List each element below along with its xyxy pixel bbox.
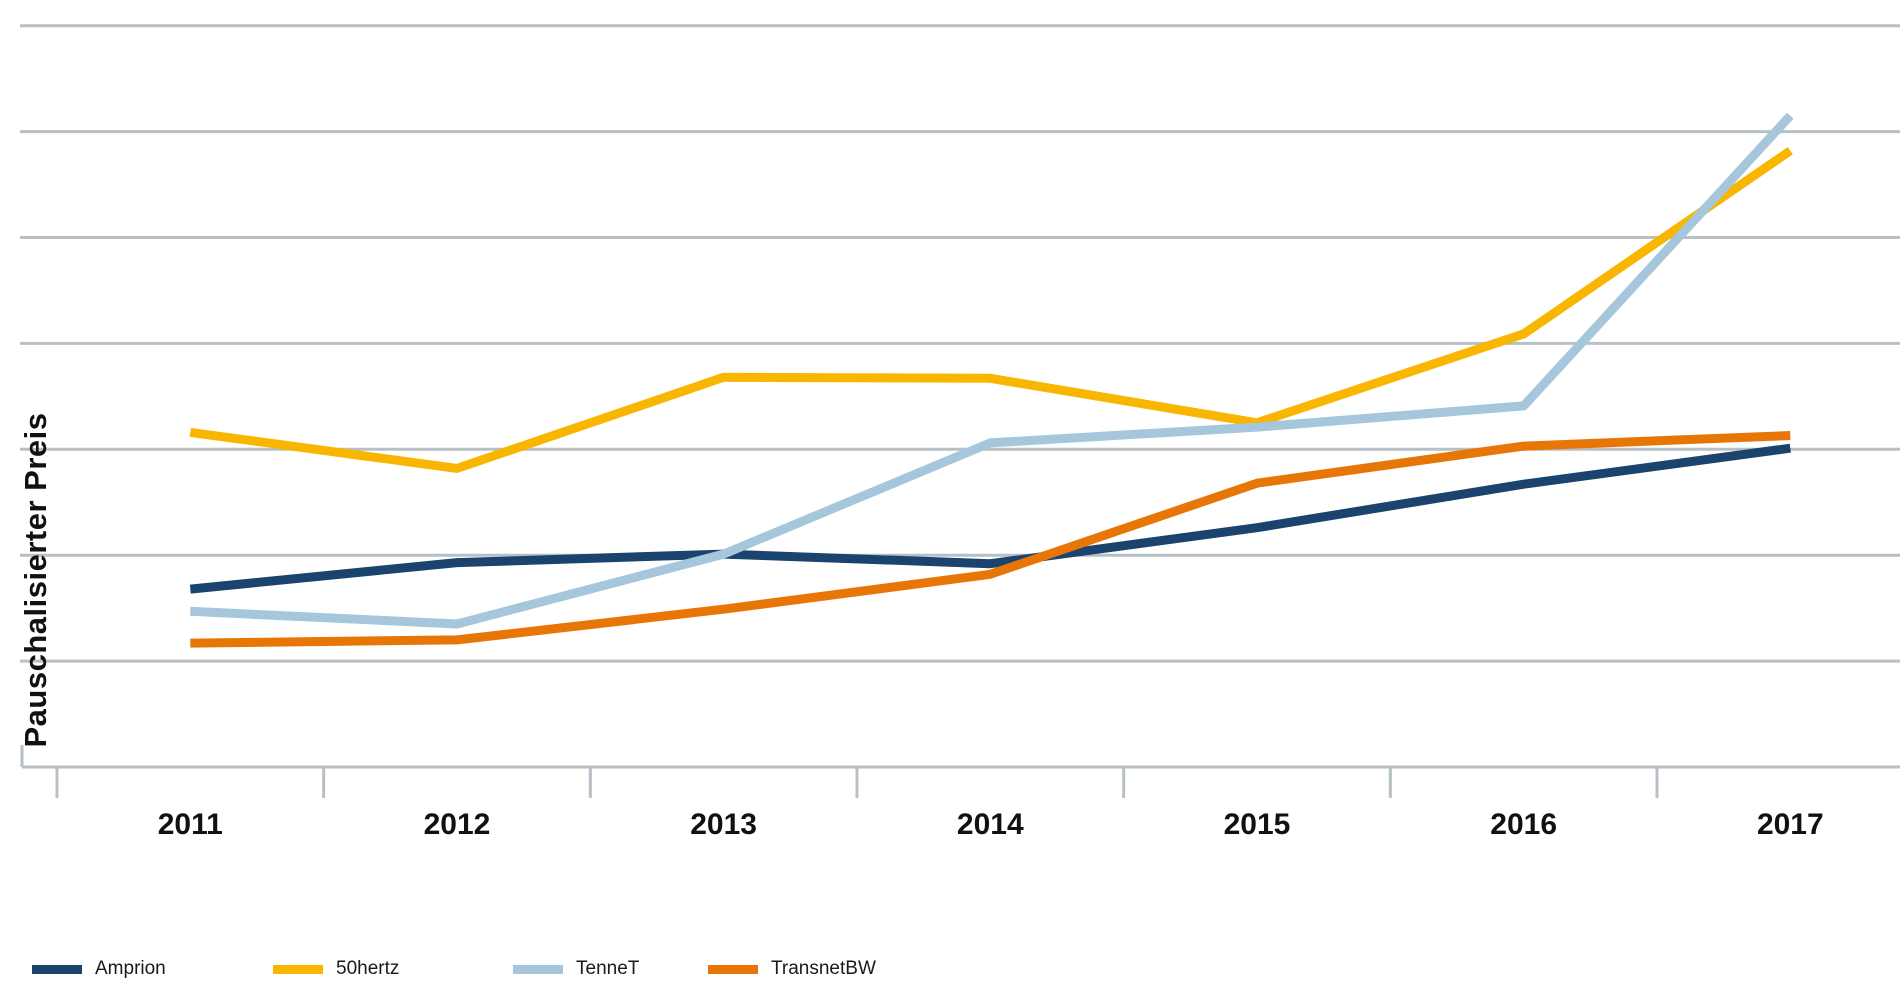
x-tick-label-2014: 2014 xyxy=(957,808,1024,841)
legend-item-50hertz: 50hertz xyxy=(273,954,399,984)
legend-item-tennet: TenneT xyxy=(513,954,639,984)
legend-swatch-50hertz xyxy=(273,964,323,974)
legend: Amprion 50hertz TenneT TransnetBW xyxy=(0,954,1900,984)
legend-label: TenneT xyxy=(576,958,640,979)
x-tick-label-2015: 2015 xyxy=(1224,808,1291,841)
series-line-tennet xyxy=(190,112,1794,629)
x-tick-label-2017: 2017 xyxy=(1757,808,1824,841)
x-tick-label-2013: 2013 xyxy=(690,808,757,841)
legend-label: Amprion xyxy=(95,958,166,979)
legend-swatch-tennet xyxy=(513,964,563,974)
legend-item-transnetbw: TransnetBW xyxy=(708,954,876,984)
legend-label: 50hertz xyxy=(336,958,400,979)
legend-item-amprion: Amprion xyxy=(32,954,166,984)
x-tick-label-2016: 2016 xyxy=(1490,808,1557,841)
legend-label: TransnetBW xyxy=(771,958,876,979)
x-tick-label-2012: 2012 xyxy=(424,808,491,841)
series-line-50hertz xyxy=(189,146,1793,473)
series-line-transnetbw xyxy=(190,431,1791,648)
legend-swatch-amprion xyxy=(32,964,82,974)
series-line-amprion xyxy=(189,443,1791,594)
y-axis-title: Pauschalisierter Preis xyxy=(18,412,53,748)
legend-swatch-transnetbw xyxy=(708,964,758,974)
x-tick-label-2011: 2011 xyxy=(158,808,223,841)
